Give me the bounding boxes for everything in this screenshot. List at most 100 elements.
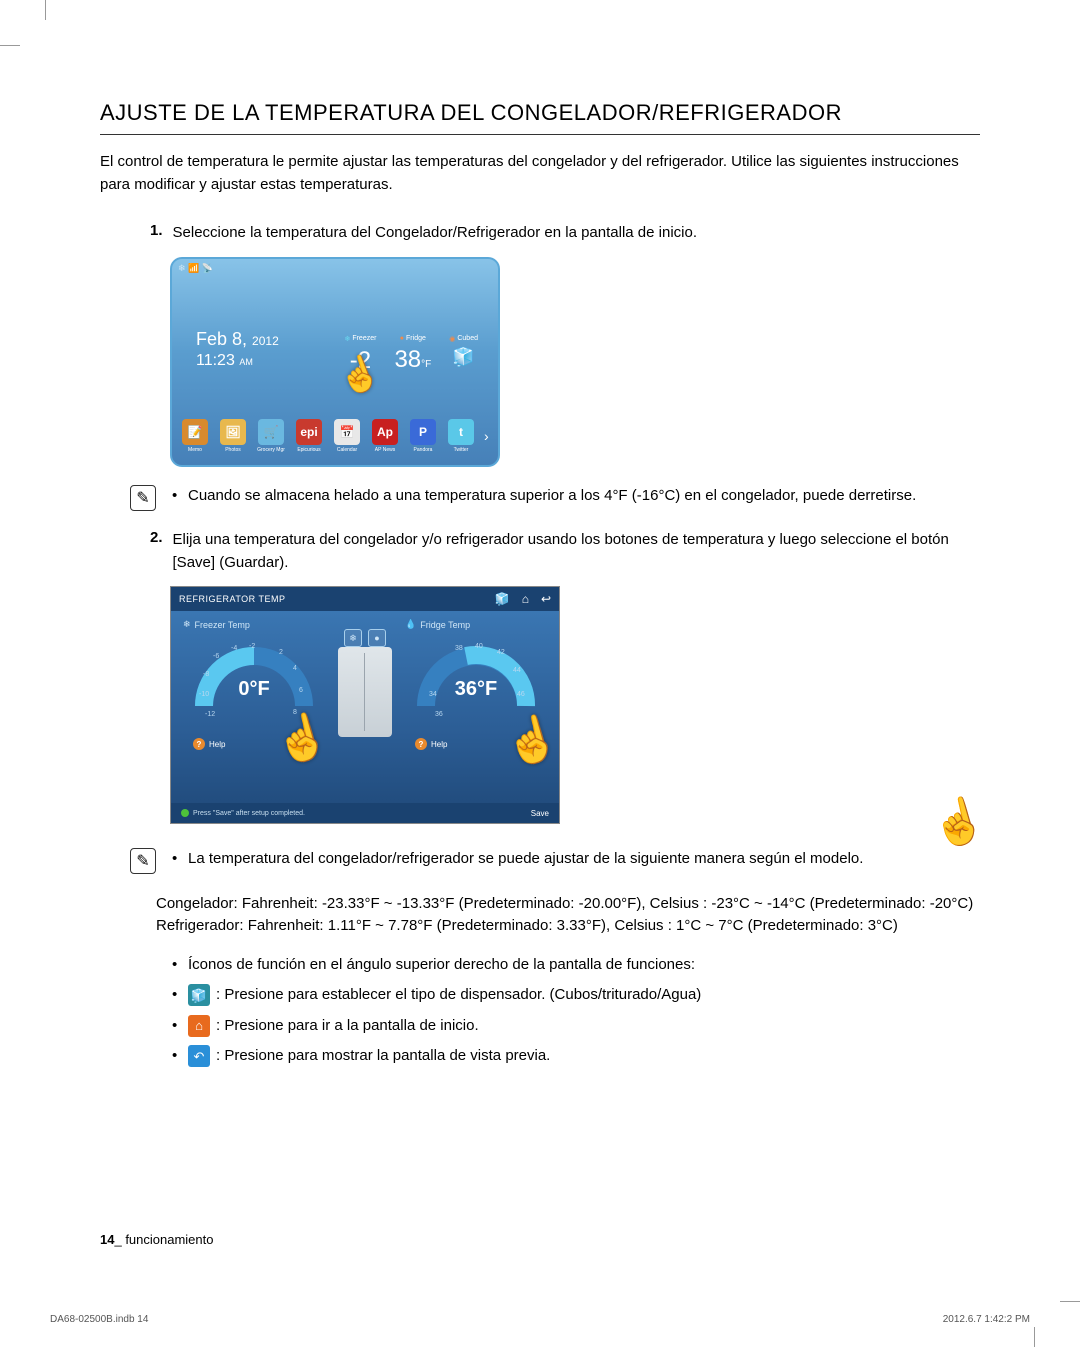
intro-text: El control de temperatura le permite aju… <box>100 151 980 196</box>
dock-next-icon[interactable]: › <box>484 428 489 444</box>
dock-app[interactable]: 📝 Memo <box>178 416 212 456</box>
title-bar-icons[interactable]: 🧊 ⌂ ↩ <box>495 592 551 606</box>
svg-text:-6: -6 <box>213 653 219 660</box>
screen-footer: Press "Save" after setup completed. Save <box>171 803 559 823</box>
home-icon[interactable]: ⌂ <box>188 1015 210 1037</box>
step-number: 1. <box>150 222 163 245</box>
app-dock[interactable]: 📝 Memo 🖼 Photos 🛒Grocery MgrepiEpicurious 📅 Ca… <box>178 413 492 459</box>
datetime-block: Feb 8, 2012 11:23 AM <box>196 329 279 370</box>
app-icon: Ap <box>372 419 398 445</box>
svg-text:-2: -2 <box>249 643 255 650</box>
unit-toggle[interactable]: ❄ ● <box>344 629 386 647</box>
status-icons: ❄ 📶 📡 <box>178 263 213 274</box>
app-label: Photos <box>225 447 241 453</box>
svg-text:40: 40 <box>475 643 483 650</box>
drop-icon: 💧 <box>405 619 416 630</box>
fridge-illustration <box>338 647 392 737</box>
svg-text:44: 44 <box>513 667 521 674</box>
indd-timestamp: 2012.6.7 1:42:2 PM <box>943 1314 1030 1325</box>
dock-app[interactable]: 🛒Grocery Mgr <box>254 416 288 456</box>
dock-app[interactable]: tTwitter <box>444 416 478 456</box>
icons-heading: Íconos de función en el ángulo superior … <box>170 954 980 977</box>
dock-app[interactable]: 🖼 Photos <box>216 416 250 456</box>
dispenser-icon[interactable]: 🧊 <box>495 592 510 606</box>
svg-text:38: 38 <box>455 645 463 652</box>
note-1: ✎ Cuando se almacena helado a una temper… <box>130 485 980 512</box>
fridge-panel: 💧Fridge Temp 384042 4446 3436 36°F <box>405 619 547 791</box>
app-label: Twitter <box>454 447 469 453</box>
fridge-dial[interactable]: 384042 4446 3436 36°F ☝ <box>411 636 541 736</box>
back-icon[interactable]: ↩ <box>541 592 551 606</box>
cube-icon: 🧊 <box>449 347 478 368</box>
pointing-hand-icon: ☝ <box>925 790 991 854</box>
crop-mark <box>1060 1301 1080 1302</box>
list-item: ⌂ : Presione para ir a la pantalla de in… <box>170 1015 980 1038</box>
list-item: ↶ : Presione para mostrar la pantalla de… <box>170 1045 980 1068</box>
temp-ranges-text: Congelador: Fahrenheit: -23.33°F ~ -13.3… <box>156 893 980 938</box>
figure-home-screen: ❄ 📶 📡 Feb 8, 2012 11:23 AM ❄Freezer -2 ●… <box>170 257 980 467</box>
fridge-panel-label: Fridge Temp <box>420 620 470 630</box>
title-bar: REFRIGERATOR TEMP 🧊 ⌂ ↩ <box>171 587 559 611</box>
print-metadata: DA68-02500B.indb 14 2012.6.7 1:42:2 PM <box>50 1314 1030 1325</box>
figure-temp-screen: REFRIGERATOR TEMP 🧊 ⌂ ↩ ❄ Freezer Temp <box>170 586 980 824</box>
page-number-label: 14_ funcionamiento <box>100 1232 213 1247</box>
time-main: 11:23 <box>196 352 235 369</box>
crop-mark <box>1034 1327 1035 1347</box>
svg-text:-12: -12 <box>205 711 215 718</box>
note-text: La temperatura del congelador/refrigerad… <box>170 848 863 871</box>
dock-app[interactable]: epiEpicurious <box>292 416 326 456</box>
snowflake-icon: ❄ <box>183 619 191 630</box>
fridge-temp[interactable]: ●Fridge 38°F <box>394 335 431 374</box>
step-text: Seleccione la temperatura del Congelador… <box>173 222 698 245</box>
dock-app[interactable]: Ap AP News <box>368 416 402 456</box>
back-icon[interactable]: ↶ <box>188 1045 210 1067</box>
app-label: Memo <box>188 447 202 453</box>
freezer-panel: ❄Freezer Temp -2-42 468 -6-8-10-12 0°F <box>183 619 325 791</box>
page-content: AJUSTE DE LA TEMPERATURA DEL CONGELADOR/… <box>0 0 1080 1116</box>
app-label: AP News <box>375 447 395 453</box>
celsius-icon[interactable]: ● <box>368 629 386 647</box>
svg-text:-4: -4 <box>231 645 237 652</box>
dock-app[interactable]: P Pandora <box>406 416 440 456</box>
note-icon: ✎ <box>130 485 156 511</box>
save-button[interactable]: Save <box>531 809 549 818</box>
svg-text:2: 2 <box>279 649 283 656</box>
app-label: Grocery Mgr <box>257 447 285 453</box>
freezer-panel-label: Freezer Temp <box>195 620 250 630</box>
item-text: : Presione para establecer el tipo de di… <box>216 984 701 1007</box>
time-ampm: AM <box>239 357 253 367</box>
step-2: 2. Elija una temperatura del congelador … <box>150 529 980 574</box>
cubed-ice[interactable]: ◉Cubed 🧊 <box>449 335 478 368</box>
app-label: Calendar <box>337 447 357 453</box>
function-icons-list: Íconos de función en el ángulo superior … <box>170 954 980 1068</box>
svg-text:36: 36 <box>435 711 443 718</box>
fridge-unit: °F <box>421 359 431 370</box>
app-icon: 📅 <box>334 419 360 445</box>
svg-text:42: 42 <box>497 649 505 656</box>
freezer-dial[interactable]: -2-42 468 -6-8-10-12 0°F ☝ <box>189 636 319 736</box>
note-text: Cuando se almacena helado a una temperat… <box>170 485 916 508</box>
freezer-label: Freezer <box>352 335 376 342</box>
app-icon: P <box>410 419 436 445</box>
app-icon: 🖼 <box>220 419 246 445</box>
step-number: 2. <box>150 529 163 574</box>
app-label: Epicurious <box>297 447 320 453</box>
app-icon: 📝 <box>182 419 208 445</box>
home-icon[interactable]: ⌂ <box>522 592 529 606</box>
item-text: : Presione para ir a la pantalla de inic… <box>216 1015 479 1038</box>
fridge-label: Fridge <box>406 335 426 342</box>
app-label: Pandora <box>414 447 433 453</box>
svg-text:-8: -8 <box>203 671 209 678</box>
home-screen-mockup: ❄ 📶 📡 Feb 8, 2012 11:23 AM ❄Freezer -2 ●… <box>170 257 500 467</box>
cubed-label: Cubed <box>457 335 478 342</box>
dock-app[interactable]: 📅 Calendar <box>330 416 364 456</box>
step-text: Elija una temperatura del congelador y/o… <box>173 529 980 574</box>
fahrenheit-icon[interactable]: ❄ <box>344 629 362 647</box>
indd-filename: DA68-02500B.indb 14 <box>50 1314 148 1325</box>
dispenser-type-icon[interactable]: 🧊 <box>188 984 210 1006</box>
note-icon: ✎ <box>130 848 156 874</box>
freezer-dial-value: 0°F <box>189 678 319 701</box>
list-item: 🧊 : Presione para establecer el tipo de … <box>170 984 980 1007</box>
fridge-illustration-block: ❄ ● <box>335 619 395 791</box>
fridge-dial-value: 36°F <box>411 678 541 701</box>
